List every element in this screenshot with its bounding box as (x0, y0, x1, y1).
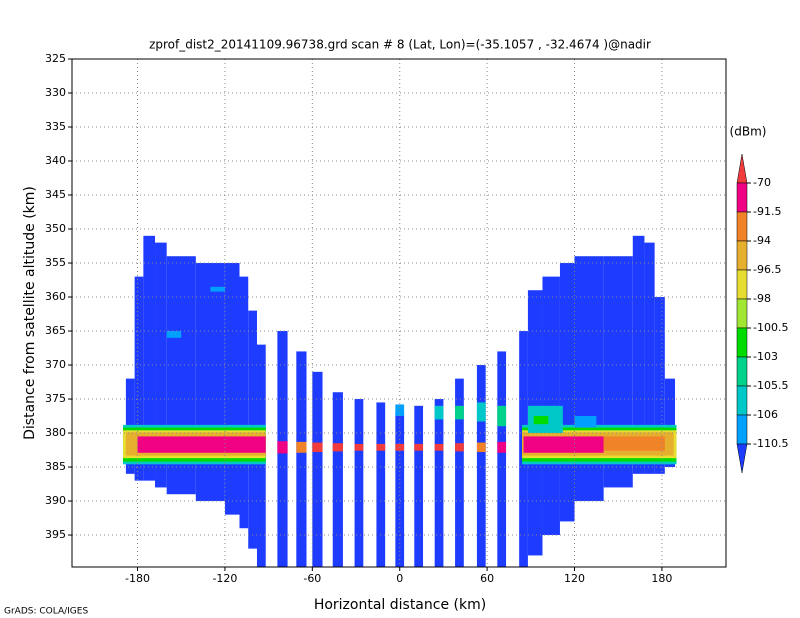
cell (312, 371, 323, 567)
cell (395, 412, 405, 567)
cell (434, 405, 444, 420)
colorbar-swatch (736, 298, 748, 329)
colorbar-swatch (736, 153, 748, 184)
colorbar-tick-label: -96.5 (753, 263, 781, 276)
y-tick-label: 370 (45, 358, 66, 371)
cell (224, 263, 240, 515)
cell (296, 351, 307, 567)
cell (559, 263, 575, 522)
cell (574, 416, 597, 428)
x-tick-label: -120 (212, 572, 237, 585)
colorbar-swatch (736, 327, 748, 358)
cell (654, 297, 665, 474)
colorbar-swatch (736, 269, 748, 300)
cell (497, 351, 507, 567)
colorbar-tick-label: -103 (753, 350, 778, 363)
cell (476, 402, 486, 422)
cell (523, 436, 604, 453)
colorbar-tick-label: -91.5 (753, 205, 781, 218)
y-tick-label: 365 (45, 324, 66, 337)
y-tick-label: 390 (45, 494, 66, 507)
cell (332, 443, 343, 452)
cell (455, 405, 464, 420)
cell (455, 443, 464, 452)
cell (277, 441, 288, 454)
cell (332, 392, 343, 567)
plot-frame (71, 58, 727, 568)
cell (376, 443, 386, 451)
axes: 325 330 335 340 345 350 355 360 365 370 375 380 385 3… (45, 52, 726, 585)
cell (497, 441, 507, 453)
cell (497, 405, 507, 427)
cell (632, 235, 645, 474)
colorbar-swatch (736, 356, 748, 387)
y-tick-label: 355 (45, 256, 66, 269)
y-tick-label: 395 (45, 528, 66, 541)
cell (134, 276, 144, 481)
cell (296, 441, 307, 453)
credit: GrADS: COLA/IGES (4, 607, 88, 617)
colorbar-swatch (736, 414, 748, 445)
y-tick-label: 350 (45, 222, 66, 235)
colorbar-swatch (736, 385, 748, 416)
cell (533, 416, 549, 425)
colorbar-tick-label: -106 (753, 408, 778, 421)
colorbar-tick-label: -100.5 (753, 321, 788, 334)
colorbar-tick-label: -105.5 (753, 379, 788, 392)
x-axis-label: Horizontal distance (km) (314, 597, 486, 613)
chart-title: zprof_dist2_20141109.96738.grd scan # 8 … (149, 38, 651, 52)
cell (312, 442, 323, 453)
cell (239, 276, 249, 529)
cell (434, 399, 444, 567)
cell (395, 404, 405, 417)
cell (455, 378, 464, 567)
y-tick-label: 330 (45, 86, 66, 99)
x-tick-label: 180 (651, 572, 672, 585)
cell (354, 443, 364, 451)
colorbar-tick-label: -70 (753, 176, 771, 189)
y-tick-label: 345 (45, 188, 66, 201)
colorbar-tick-label: -94 (753, 234, 771, 247)
x-tick-label: -60 (303, 572, 321, 585)
colorbar-label: (dBm) (730, 125, 767, 139)
colorbar-tick-label: -110.5 (753, 437, 788, 450)
colorbar-swatch (736, 182, 748, 213)
x-tick-label: 0 (396, 572, 403, 585)
cell (414, 443, 424, 451)
cell (603, 436, 665, 451)
field (122, 235, 677, 567)
y-tick-label: 335 (45, 120, 66, 133)
y-tick-label: 380 (45, 426, 66, 439)
y-axis-label: Distance from satellite altitude (km) (22, 186, 38, 440)
colorbar-swatch (736, 240, 748, 271)
cell (354, 399, 364, 567)
cell (195, 263, 225, 502)
cell (210, 286, 225, 292)
cell (664, 378, 676, 468)
cell (644, 242, 655, 474)
x-tick-label: -180 (125, 572, 150, 585)
x-tick-label: 120 (564, 572, 585, 585)
colorbar-swatch (736, 211, 748, 242)
cell (166, 331, 182, 338)
cell (434, 443, 444, 451)
colorbar-swatch (736, 443, 748, 474)
cell (476, 442, 486, 453)
cell (137, 436, 266, 453)
cell (476, 365, 486, 567)
y-tick-label: 340 (45, 154, 66, 167)
y-tick-label: 325 (45, 52, 66, 65)
y-tick-label: 360 (45, 290, 66, 303)
cell (143, 235, 156, 481)
y-tick-label: 385 (45, 460, 66, 473)
x-tick-label: 60 (480, 572, 494, 585)
cell (414, 405, 424, 567)
colorbar-tick-label: -98 (753, 292, 771, 305)
y-tick-label: 375 (45, 392, 66, 405)
cell (376, 402, 386, 567)
